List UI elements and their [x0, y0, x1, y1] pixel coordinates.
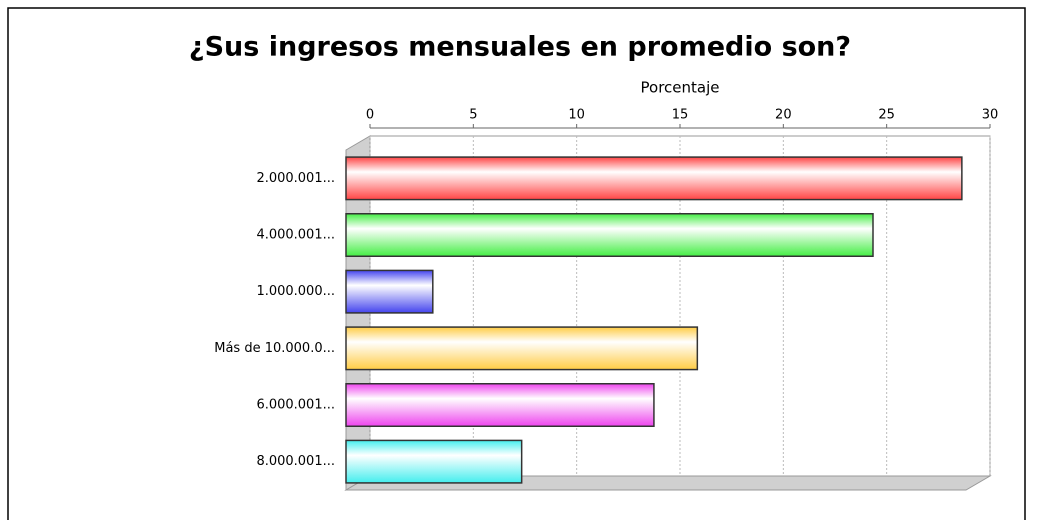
- frame: [7, 7, 1026, 520]
- x-tick-label: 25: [878, 108, 895, 123]
- bar: [345, 269, 434, 314]
- bar: [345, 383, 655, 427]
- x-tick-label: 30: [982, 108, 999, 123]
- bar: [345, 156, 963, 201]
- x-tick-label: 0: [366, 108, 374, 123]
- x-tick-label: 20: [775, 108, 792, 123]
- y-tick-label: 4.000.001...: [256, 228, 335, 243]
- y-tick-label: 8.000.001...: [256, 454, 335, 469]
- x-tick-label: 5: [469, 108, 477, 123]
- bar: [345, 439, 523, 484]
- y-tick-label: Más de 10.000.0...: [214, 341, 335, 356]
- bar: [345, 326, 699, 371]
- x-tick-label: 15: [672, 108, 689, 123]
- y-tick-label: 1.000.000...: [256, 284, 335, 299]
- y-tick-label: 6.000.001...: [256, 398, 335, 413]
- chart-title: ¿Sus ingresos mensuales en promedio son?: [189, 32, 851, 63]
- x-axis-label: Porcentaje: [641, 79, 720, 97]
- x-tick-label: 10: [568, 108, 585, 123]
- bar: [345, 213, 874, 257]
- y-tick-label: 2.000.001...: [256, 171, 335, 186]
